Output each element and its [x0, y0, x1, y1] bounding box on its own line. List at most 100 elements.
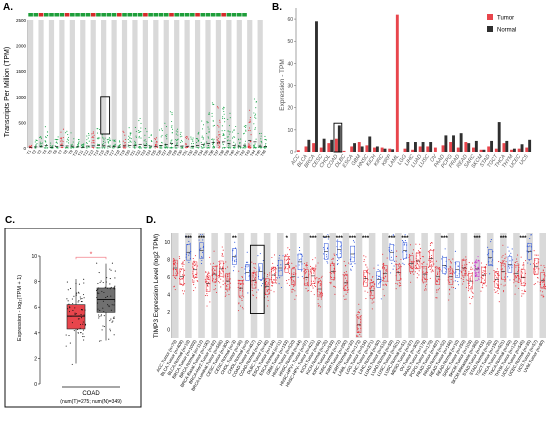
- chart-a-point: [61, 140, 63, 142]
- chart-a-point: [249, 109, 251, 111]
- chart-a-point: [212, 143, 214, 145]
- chart-a-ytick: 1000: [16, 95, 27, 100]
- chart-b-xtick: LIHC: [404, 154, 416, 167]
- chart-d-point: [515, 285, 517, 287]
- chart-d-point: [287, 261, 289, 264]
- chart-d-point: [503, 259, 505, 261]
- chart-c-point: [71, 298, 73, 300]
- chart-d-point: [310, 283, 312, 286]
- chart-a-point: [86, 142, 88, 144]
- chart-d-point: [254, 281, 256, 283]
- chart-d-point: [305, 263, 307, 265]
- chart-d-point: [385, 284, 387, 287]
- chart-a-point: [213, 138, 215, 140]
- chart-d-point: [292, 289, 294, 291]
- chart-d-significance: ***: [336, 236, 344, 242]
- chart-d-point: [534, 269, 536, 271]
- chart-a-point: [138, 135, 140, 137]
- chart-a-point: [217, 124, 219, 127]
- chart-d-point: [293, 285, 295, 287]
- chart-a-point: [260, 132, 262, 134]
- chart-a-point: [62, 128, 65, 130]
- chart-d-point: [539, 283, 541, 285]
- chart-d-point: [450, 266, 452, 268]
- chart-d-point: [380, 298, 382, 300]
- chart-d-point: [255, 297, 258, 299]
- chart-d-point: [289, 249, 291, 251]
- chart-d-point: [523, 282, 525, 284]
- chart-d-point: [505, 256, 507, 258]
- chart-d-point: [241, 276, 243, 278]
- chart-d-point: [193, 260, 195, 262]
- chart-d-point: [334, 270, 336, 272]
- chart-d-point: [293, 266, 295, 268]
- chart-c-point: [99, 309, 101, 312]
- chart-d-point: [181, 278, 183, 280]
- chart-d-point: [485, 264, 487, 266]
- chart-d-point: [259, 253, 261, 255]
- chart-d-point: [421, 263, 423, 265]
- chart-a-toplabel: [80, 13, 86, 17]
- chart-d-point: [501, 256, 503, 258]
- chart-a-point: [245, 130, 247, 132]
- chart-d-point: [469, 284, 471, 287]
- chart-c-point: [71, 322, 73, 324]
- chart-c-point: [83, 282, 85, 284]
- chart-d-point: [419, 247, 421, 249]
- chart-a-point: [159, 147, 161, 149]
- chart-d-point: [193, 289, 195, 292]
- chart-a-point: [190, 136, 192, 138]
- chart-d-point: [460, 277, 462, 279]
- chart-d-point: [483, 279, 486, 281]
- chart-a-point: [139, 147, 142, 149]
- chart-a-point: [174, 147, 176, 149]
- chart-a-point: [217, 107, 219, 109]
- chart-d-point: [287, 247, 289, 249]
- chart-c-point: [71, 363, 73, 365]
- chart-d-point: [522, 272, 524, 274]
- chart-d-point: [175, 272, 177, 274]
- chart-d-point: [284, 266, 287, 269]
- chart-a-point: [171, 128, 174, 130]
- chart-d-point: [206, 295, 208, 297]
- chart-a-point: [88, 134, 90, 136]
- chart-d-point: [371, 292, 373, 294]
- chart-d-point: [317, 303, 319, 305]
- chart-d-point: [316, 276, 318, 278]
- chart-d-point: [395, 260, 397, 262]
- chart-a-point: [93, 141, 95, 143]
- chart-a-point: [224, 121, 226, 123]
- chart-d-point: [510, 252, 512, 254]
- chart-a-point: [181, 147, 183, 149]
- chart-d-point: [293, 273, 295, 275]
- chart-d-point: [419, 243, 421, 245]
- chart-a-point: [138, 132, 140, 134]
- chart-d-point: [514, 261, 516, 264]
- chart-a-point: [146, 144, 148, 146]
- chart-d-point: [207, 281, 210, 283]
- chart-d-point: [501, 268, 503, 270]
- chart-a-xtick: T16: [104, 150, 111, 158]
- chart-a-point: [206, 141, 208, 143]
- chart-d-point: [221, 255, 223, 257]
- chart-a-point: [218, 126, 220, 128]
- chart-d-point: [490, 241, 492, 243]
- chart-c-point: [83, 339, 85, 341]
- chart-a-toplabel: [236, 13, 242, 17]
- chart-d-point: [291, 262, 293, 264]
- chart-a-toplabel: [59, 13, 65, 17]
- chart-d-point: [175, 270, 178, 272]
- chart-a-point: [171, 114, 173, 116]
- chart-c-xsub: (num(T)=275; num(N)=349): [60, 399, 122, 405]
- chart-d-point: [266, 291, 268, 293]
- chart-d-point: [539, 290, 541, 292]
- chart-d-point: [194, 287, 196, 289]
- chart-a-point: [134, 141, 136, 143]
- chart-d-point: [471, 291, 473, 293]
- chart-a-point: [139, 145, 141, 148]
- chart-a-point: [171, 146, 173, 148]
- chart-b-bar-tumor: [426, 146, 430, 152]
- chart-a-point: [180, 131, 182, 133]
- chart-d-point: [544, 267, 546, 269]
- chart-b-bar-normal: [482, 149, 486, 152]
